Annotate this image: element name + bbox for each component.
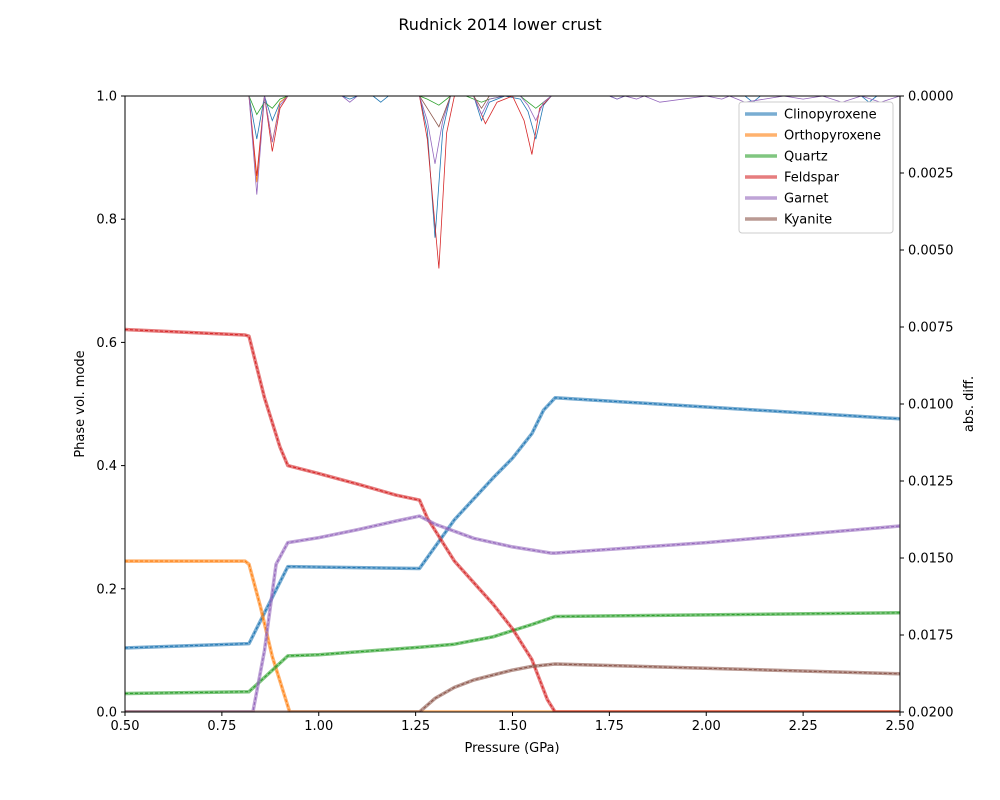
series-ref-line-quartz bbox=[125, 612, 900, 695]
y-tick-label: 0.4 bbox=[96, 459, 117, 474]
legend-label-garnet: Garnet bbox=[784, 192, 829, 207]
x-tick-label: 1.75 bbox=[595, 719, 624, 734]
phase-mode-lines bbox=[125, 327, 900, 712]
x-axis-ticks: 0.50 0.75 1.00 1.25 1.50 1.75 2.00 2.25 2.50 bbox=[111, 712, 915, 734]
y2-tick-label: 0.0000 bbox=[908, 90, 954, 105]
legend-label-kyanite: Kyanite bbox=[784, 213, 832, 228]
series-line-kyanite bbox=[125, 662, 900, 712]
series-ref-line-feldspar bbox=[125, 328, 900, 712]
legend-label-quartz: Quartz bbox=[784, 150, 828, 165]
y2-tick-label: 0.0025 bbox=[908, 167, 954, 182]
legend-label-orthopyroxene: Orthopyroxene bbox=[784, 129, 881, 144]
legend: Clinopyroxene Orthopyroxene Quartz Feldspar… bbox=[738, 101, 894, 234]
legend-label-clinopyroxene: Clinopyroxene bbox=[784, 108, 877, 123]
x-tick-label: 2.00 bbox=[692, 719, 721, 734]
y2-tick-label: 0.0050 bbox=[908, 244, 954, 259]
y2-tick-label: 0.0075 bbox=[908, 321, 954, 336]
legend-label-feldspar: Feldspar bbox=[784, 171, 840, 186]
y-axis-label: Phase vol. mode bbox=[73, 350, 88, 457]
y2-tick-label: 0.0200 bbox=[908, 706, 954, 721]
y-tick-label: 0.8 bbox=[96, 213, 117, 228]
chart-title: Rudnick 2014 lower crust bbox=[398, 15, 601, 34]
x-axis-label: Pressure (GPa) bbox=[464, 741, 559, 756]
y2-axis-ticks: 0.0000 0.0025 0.0050 0.0075 0.0100 0.0125 0.01… bbox=[900, 90, 954, 721]
y2-tick-label: 0.0175 bbox=[908, 629, 954, 644]
y2-tick-label: 0.0125 bbox=[908, 475, 954, 490]
y-tick-label: 0.0 bbox=[96, 706, 117, 721]
y2-axis-label: abs. diff. bbox=[962, 376, 977, 432]
series-ref-line-clinopyroxene bbox=[125, 397, 900, 649]
diff-line-garnet bbox=[125, 96, 900, 195]
x-tick-label: 1.25 bbox=[401, 719, 430, 734]
legend-box bbox=[738, 101, 894, 234]
x-tick-label: 0.50 bbox=[111, 719, 140, 734]
abs-diff-lines bbox=[125, 96, 900, 269]
y-tick-label: 0.2 bbox=[96, 582, 117, 597]
diff-line-kyanite bbox=[125, 96, 900, 128]
y2-tick-label: 0.0100 bbox=[908, 398, 954, 413]
diff-line-quartz bbox=[125, 96, 900, 116]
x-tick-label: 2.25 bbox=[789, 719, 818, 734]
x-tick-label: 0.75 bbox=[207, 719, 236, 734]
x-tick-label: 1.50 bbox=[498, 719, 527, 734]
series-ref-line-garnet bbox=[125, 515, 900, 712]
y-tick-label: 1.0 bbox=[96, 90, 117, 105]
diff-line-feldspar bbox=[125, 96, 900, 269]
y-tick-label: 0.6 bbox=[96, 336, 117, 351]
y-axis-ticks: 0.0 0.2 0.4 0.6 0.8 1.0 bbox=[96, 90, 125, 721]
x-tick-label: 1.00 bbox=[304, 719, 333, 734]
y2-tick-label: 0.0150 bbox=[908, 552, 954, 567]
x-tick-label: 2.50 bbox=[886, 719, 915, 734]
